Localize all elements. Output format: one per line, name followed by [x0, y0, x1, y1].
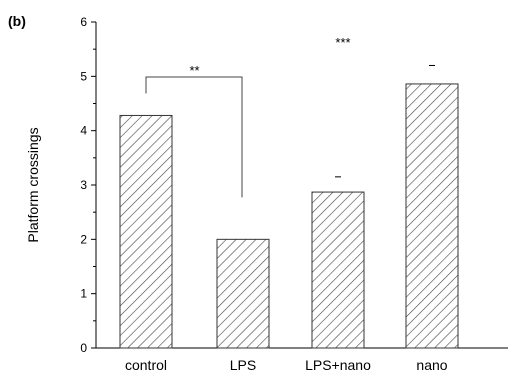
y-tick-label: 4 — [80, 124, 87, 138]
y-axis-ticks: 0 1 2 3 4 5 6 — [80, 15, 96, 355]
bracket-significance-label: ** — [189, 63, 199, 78]
x-tick-label: nano — [416, 357, 447, 373]
bar-lps-nano — [311, 191, 365, 349]
y-tick-label: 5 — [80, 69, 87, 83]
y-tick-label: 6 — [80, 15, 87, 29]
x-axis-labels: control LPS LPS+nano nano — [125, 357, 448, 373]
y-tick-label: 0 — [80, 341, 87, 355]
top-significance-label: *** — [335, 35, 350, 50]
bar-nano — [405, 83, 459, 349]
bar-control — [119, 114, 173, 349]
y-tick-label: 2 — [80, 232, 87, 246]
panel-label: (b) — [8, 13, 26, 29]
bars — [119, 64, 459, 349]
y-axis-title: Platform crossings — [25, 127, 41, 242]
significance-annotations: ***** — [145, 35, 351, 198]
x-tick-label: LPS — [230, 357, 256, 373]
significance-bracket — [145, 76, 243, 198]
y-tick-label: 3 — [80, 178, 87, 192]
bar-lps — [216, 238, 270, 349]
x-tick-label: LPS+nano — [305, 357, 371, 373]
y-tick-label: 1 — [80, 287, 87, 301]
x-tick-label: control — [125, 357, 167, 373]
